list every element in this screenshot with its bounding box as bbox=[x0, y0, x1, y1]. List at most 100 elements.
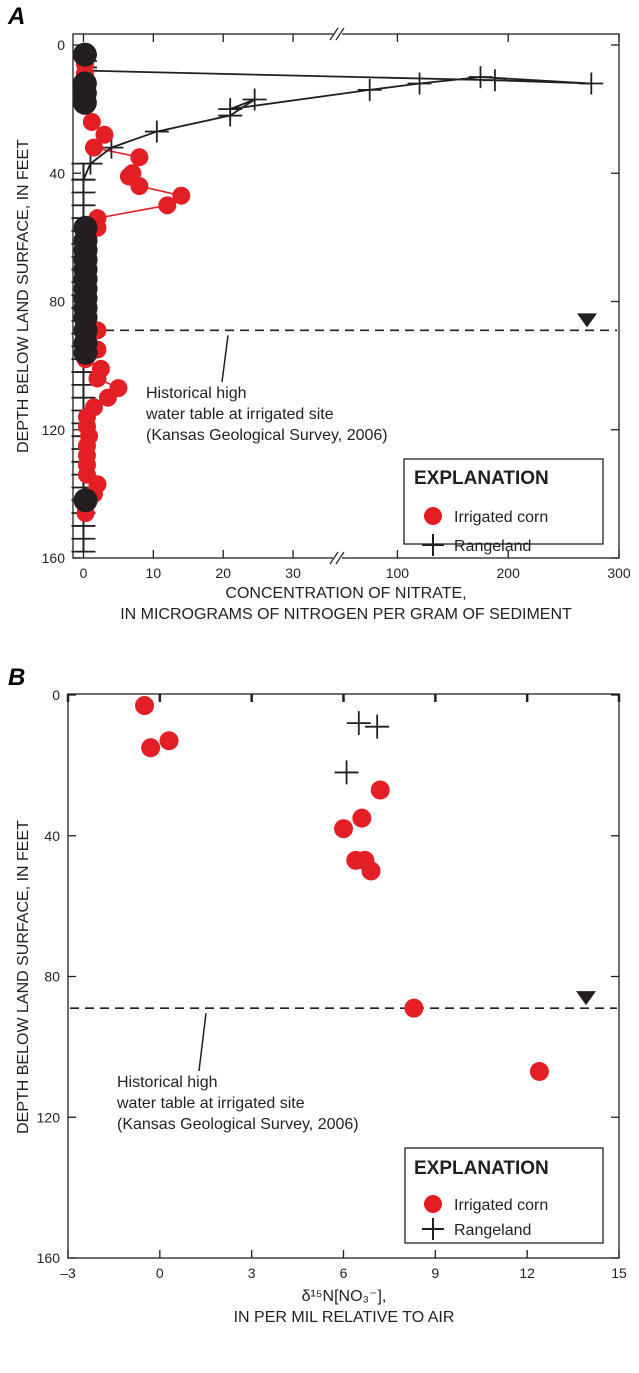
panel-a-irrigated-point-dark bbox=[72, 90, 97, 115]
panel-a-xtick-label: 0 bbox=[80, 565, 88, 581]
panel-a-axis-break-bottom-0 bbox=[329, 551, 339, 565]
panel-a-ytick-label: 40 bbox=[49, 165, 65, 181]
panel-a-axis-break-mask-top bbox=[333, 28, 342, 40]
panel-b-xlabel-line2: IN PER MIL RELATIVE TO AIR bbox=[234, 1309, 455, 1326]
panel-b-irrigated-point bbox=[361, 861, 381, 881]
panel-a-rangeland-point bbox=[242, 88, 267, 111]
panel-a: A 0 40 80 120 160 0 10 20 30 100 200 300 CONCENTRAT… bbox=[7, 3, 631, 623]
panel-a-irrigated-point bbox=[88, 369, 107, 388]
panel-b-irrigated-point bbox=[159, 731, 179, 751]
panel-b-legend-rangeland-marker bbox=[422, 1218, 444, 1240]
panel-b-letter: B bbox=[8, 664, 25, 691]
panel-b-legend: EXPLANATION Irrigated corn Rangeland bbox=[404, 1147, 604, 1244]
panel-b-legend-box bbox=[404, 1147, 604, 1244]
panel-a-xtick-label: 10 bbox=[146, 565, 162, 581]
panel-a-xtick-label: 30 bbox=[285, 565, 301, 581]
panel-a-ytick-label: 80 bbox=[49, 294, 65, 310]
panel-a-irrigated-point-dark bbox=[73, 488, 98, 513]
panel-a-irrigated-point-dark bbox=[73, 340, 98, 365]
panel-a-ytick-label: 120 bbox=[42, 422, 66, 438]
panel-b-xtick-label: 9 bbox=[431, 1265, 439, 1281]
panel-a-rangeland-point bbox=[468, 66, 493, 89]
panel-a-irrigated-point bbox=[82, 112, 101, 131]
panel-a-legend-rangeland-label: Rangeland bbox=[454, 538, 531, 555]
panel-b-legend-rangeland-label: Rangeland bbox=[454, 1222, 531, 1239]
panel-a-irrigated-point bbox=[130, 148, 149, 167]
panel-b-xtick-label: 15 bbox=[611, 1265, 627, 1281]
panel-b-water-table-line3: (Kansas Geological Survey, 2006) bbox=[117, 1116, 359, 1133]
panel-b-ytick-label: 0 bbox=[52, 687, 60, 703]
panel-b-xtick-label: 6 bbox=[340, 1265, 348, 1281]
panel-a-ytick-label: 160 bbox=[42, 550, 66, 566]
panel-b-water-table-triangle bbox=[576, 991, 596, 1006]
panel-b: B 0 40 80 120 160–3 0 3 6 9 12 15 δ¹⁵N[NO₃⁻], IN P… bbox=[8, 664, 627, 1326]
panel-a-rangeland-point bbox=[71, 168, 96, 191]
panel-a-rangeland-point bbox=[218, 104, 243, 127]
panel-a-irrigated-point bbox=[95, 125, 114, 144]
panel-a-xlabel-line2: IN MICROGRAMS OF NITROGEN PER GRAM OF SE… bbox=[120, 606, 572, 623]
panel-a-legend-title: EXPLANATION bbox=[414, 468, 549, 489]
panel-b-rangeland-point bbox=[365, 714, 390, 739]
panel-a-irrigated-point bbox=[84, 138, 103, 157]
panel-a-data bbox=[71, 42, 617, 553]
panel-b-ytick-label: 40 bbox=[44, 828, 60, 844]
panel-a-rangeland-line bbox=[82, 69, 592, 181]
panel-b-water-table-leader bbox=[198, 1013, 207, 1072]
panel-a-water-table-leader bbox=[221, 335, 229, 383]
panel-b-rangeland-point bbox=[334, 760, 359, 785]
panel-a-water-table-line3: (Kansas Geological Survey, 2006) bbox=[146, 427, 388, 444]
panel-a-irrigated-point bbox=[158, 196, 177, 215]
panel-a-xtick-label: 200 bbox=[497, 565, 521, 581]
panel-b-ytick-label: 80 bbox=[44, 969, 60, 985]
panel-b-legend-title: EXPLANATION bbox=[414, 1158, 549, 1179]
panel-b-irrigated-point bbox=[141, 738, 161, 758]
panel-b-xlabel-line1: δ¹⁵N[NO₃⁻], bbox=[302, 1288, 387, 1305]
panel-b-irrigated-point bbox=[529, 1062, 549, 1082]
panel-b-xtick-label: 3 bbox=[248, 1265, 256, 1281]
panel-a-ytick-label: 0 bbox=[57, 37, 65, 53]
panel-a-xtick-label: 100 bbox=[386, 565, 410, 581]
panel-a-rangeland-point bbox=[579, 72, 604, 95]
panel-b-xtick-label: 12 bbox=[519, 1265, 535, 1281]
panel-b-data bbox=[70, 696, 617, 1082]
panel-a-water-table-line1: Historical high bbox=[146, 385, 246, 402]
panel-a-legend-irrigated-marker bbox=[424, 507, 442, 525]
panel-a-rangeland-point bbox=[357, 78, 382, 101]
panel-b-legend-irrigated-marker bbox=[424, 1195, 442, 1213]
panel-a-plot-frame bbox=[72, 33, 620, 559]
panel-a-water-table-line2: water table at irrigated site bbox=[145, 406, 334, 423]
panel-b-rangeland-point bbox=[346, 711, 371, 736]
panel-b-xtick-label: 0 bbox=[156, 1265, 164, 1281]
panel-a-xtick-label: 20 bbox=[215, 565, 231, 581]
panel-a-legend-rangeland-marker bbox=[422, 534, 444, 556]
panel-a-rangeland-point bbox=[407, 72, 432, 95]
panel-b-irrigated-point bbox=[135, 696, 155, 716]
panel-a-rangeland-point bbox=[144, 120, 169, 143]
panel-b-axes: 0 40 80 120 160–3 0 3 6 9 12 15 bbox=[37, 687, 627, 1281]
panel-a-ylabel: DEPTH BELOW LAND SURFACE, IN FEET bbox=[15, 139, 32, 453]
panel-a-irrigated-point bbox=[98, 388, 117, 407]
panel-a-rangeland-point bbox=[78, 152, 103, 175]
panel-a-axis-break-bottom-1 bbox=[335, 551, 345, 565]
panel-b-irrigated-point bbox=[352, 808, 372, 828]
panel-a-axis-break-top-0 bbox=[329, 27, 339, 41]
panel-b-xtick-label: –3 bbox=[60, 1265, 76, 1281]
panel-a-axis-break-mask-bottom bbox=[333, 552, 342, 564]
panel-b-ylabel: DEPTH BELOW LAND SURFACE, IN FEET bbox=[15, 820, 32, 1134]
panel-b-irrigated-point bbox=[370, 780, 390, 800]
panel-a-xlabel-line1: CONCENTRATION OF NITRATE, bbox=[225, 585, 466, 602]
panel-b-water-table-line2: water table at irrigated site bbox=[116, 1095, 305, 1112]
panel-b-ytick-label: 120 bbox=[37, 1109, 61, 1125]
panel-b-water-table-label: Historical high water table at irrigated… bbox=[116, 1074, 359, 1133]
panel-a-irrigated-point bbox=[130, 177, 149, 196]
panel-a-irrigated-point bbox=[172, 186, 191, 205]
panel-a-legend-irrigated-label: Irrigated corn bbox=[454, 509, 548, 526]
panel-a-water-table-label: Historical high water table at irrigated… bbox=[145, 385, 388, 444]
panel-b-water-table-line1: Historical high bbox=[117, 1074, 217, 1091]
panel-a-xtick-label: 300 bbox=[607, 565, 631, 581]
panel-a-water-table-triangle bbox=[577, 313, 597, 328]
panel-b-ytick-label: 160 bbox=[37, 1250, 61, 1266]
panel-b-irrigated-point bbox=[404, 998, 424, 1018]
panel-b-irrigated-point bbox=[334, 819, 353, 839]
panel-a-legend: EXPLANATION Irrigated corn Rangeland bbox=[403, 458, 604, 556]
